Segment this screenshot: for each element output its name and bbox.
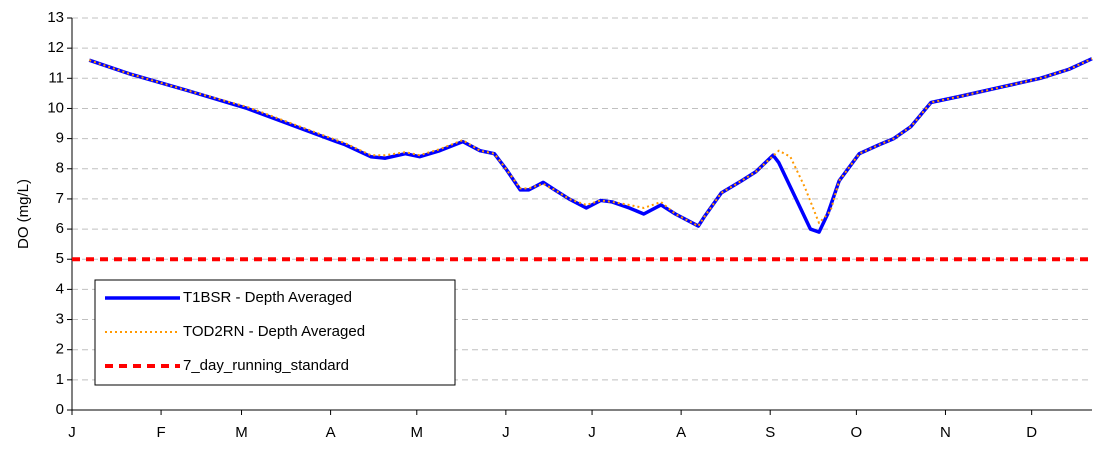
series-line	[88, 57, 1093, 228]
y-tick-label: 13	[47, 9, 64, 26]
y-tick-label: 8	[56, 160, 64, 177]
x-tick-label: D	[1026, 424, 1037, 441]
y-tick-label: 6	[56, 220, 64, 237]
y-tick-label: 11	[48, 69, 64, 86]
series-line	[88, 57, 1093, 234]
y-tick-label: 5	[56, 250, 64, 267]
y-tick-label: 12	[47, 39, 64, 56]
y-tick-label: 1	[56, 371, 64, 388]
x-tick-label: F	[156, 424, 165, 441]
x-tick-label: A	[676, 424, 686, 441]
y-tick-label: 4	[56, 280, 64, 297]
y-tick-label: 7	[56, 190, 64, 207]
x-tick-label: O	[851, 424, 863, 441]
x-tick-label: J	[68, 424, 76, 441]
x-tick-label: J	[588, 424, 596, 441]
y-tick-label: 2	[56, 341, 64, 358]
y-tick-label: 3	[56, 311, 64, 328]
y-tick-label: 10	[47, 99, 64, 116]
legend-label: TOD2RN - Depth Averaged	[183, 323, 365, 340]
x-tick-label: A	[326, 424, 336, 441]
x-tick-label: M	[411, 424, 424, 441]
y-axis-label: DO (mg/L)	[15, 179, 32, 249]
x-tick-label: N	[940, 424, 951, 441]
x-tick-label: S	[765, 424, 775, 441]
y-tick-label: 0	[56, 401, 64, 418]
y-tick-label: 9	[56, 130, 64, 147]
x-tick-label: M	[235, 424, 248, 441]
legend-label: 7_day_running_standard	[183, 357, 349, 374]
legend-label: T1BSR - Depth Averaged	[183, 289, 352, 306]
x-tick-label: J	[502, 424, 510, 441]
